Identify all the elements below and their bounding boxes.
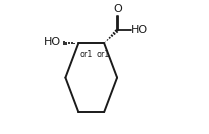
- Text: HO: HO: [131, 25, 148, 35]
- Text: or1: or1: [97, 50, 110, 59]
- Text: O: O: [113, 4, 122, 14]
- Text: HO: HO: [44, 38, 61, 47]
- Text: or1: or1: [80, 50, 93, 59]
